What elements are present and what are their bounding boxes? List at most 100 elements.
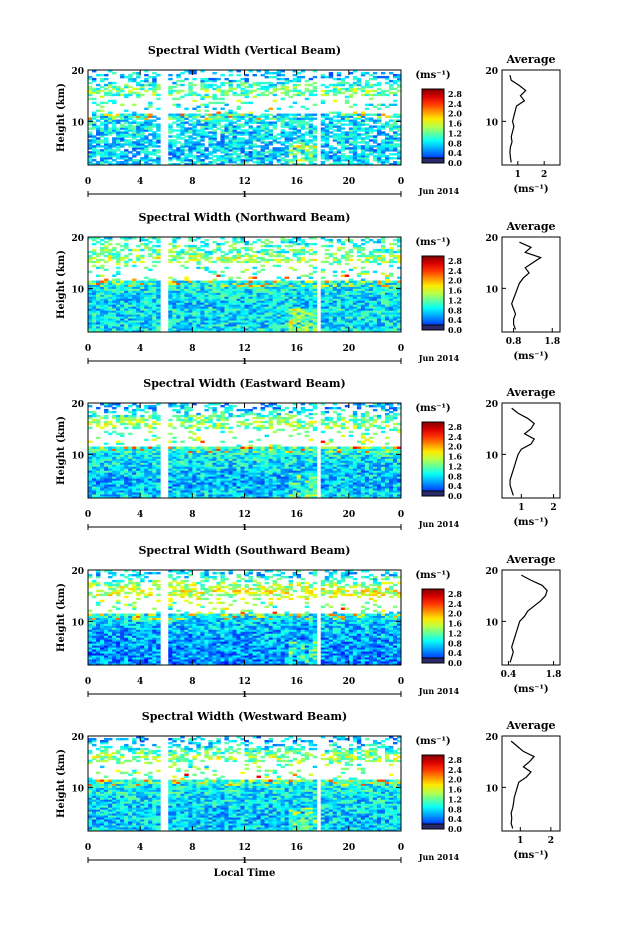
heatmap-cell <box>320 318 326 321</box>
heatmap-cell <box>168 330 173 333</box>
heatmap-cell <box>216 316 221 319</box>
heatmap-cell <box>340 81 346 85</box>
heatmap-cell <box>324 324 330 327</box>
heatmap-cell <box>92 490 97 493</box>
heatmap-cell <box>188 143 193 146</box>
heatmap-cell <box>256 153 261 156</box>
heatmap-cell <box>272 308 277 311</box>
heatmap-cell <box>184 310 189 313</box>
heatmap-cell <box>304 322 310 325</box>
heatmap-cell <box>336 246 342 250</box>
heatmap-cell <box>168 143 173 146</box>
heatmap-cell <box>204 310 209 313</box>
heatmap-cell <box>364 141 370 144</box>
heatmap-cell <box>244 141 249 144</box>
heatmap-cell <box>288 143 294 146</box>
heatmap-cell <box>112 314 117 317</box>
heatmap-cell <box>184 121 189 124</box>
heatmap-cell <box>132 145 137 148</box>
heatmap-cell <box>196 129 201 132</box>
heatmap-cell <box>264 123 269 126</box>
heatmap-cell <box>236 237 241 240</box>
heatmap-cell <box>244 248 249 252</box>
heatmap-cell <box>92 97 97 101</box>
heatmap-cell <box>384 284 390 287</box>
heatmap-cell <box>376 157 382 160</box>
heatmap-cell <box>192 318 197 321</box>
heatmap-cell <box>144 113 149 116</box>
heatmap-cell <box>136 254 141 258</box>
heatmap-cell <box>372 77 378 81</box>
heatmap-cell <box>196 316 201 319</box>
heatmap-cell <box>188 149 193 152</box>
heatmap-cell <box>276 246 282 250</box>
heatmap-cell <box>388 145 394 148</box>
heatmap-cell <box>192 91 197 95</box>
colorbar-tick-label: 0.8 <box>448 305 462 315</box>
heatmap-cell <box>304 131 310 134</box>
heatmap-cell <box>196 280 201 283</box>
heatmap-cell <box>116 330 121 333</box>
heatmap-cell <box>116 254 121 258</box>
heatmap-cell <box>376 87 382 91</box>
heatmap-cell <box>104 488 109 491</box>
y-tick-label: 10 <box>71 285 84 295</box>
heatmap-cell <box>252 272 257 276</box>
heatmap-cell <box>252 151 257 154</box>
heatmap-cell <box>272 298 277 301</box>
heatmap-cell <box>280 113 286 116</box>
heatmap-cell <box>284 151 290 154</box>
heatmap-cell <box>264 70 269 73</box>
heatmap-cell <box>236 286 241 289</box>
heatmap-cell <box>240 286 245 289</box>
heatmap-cell <box>340 492 346 495</box>
heatmap-cell <box>172 310 177 313</box>
heatmap-cell <box>260 147 265 150</box>
heatmap-cell <box>280 143 286 146</box>
heatmap-cell <box>148 151 153 154</box>
heatmap-cell <box>96 296 101 299</box>
heatmap-cell <box>356 123 362 126</box>
heatmap-cell <box>312 135 318 138</box>
heatmap-cell <box>88 322 93 325</box>
heatmap-cell <box>156 282 161 285</box>
heatmap-cell <box>144 324 149 327</box>
heatmap-cell <box>240 294 245 297</box>
heatmap-cell <box>240 290 245 293</box>
heatmap-cell <box>188 296 193 299</box>
heatmap-cell <box>108 312 113 315</box>
heatmap-cell <box>100 161 105 164</box>
heatmap-cell <box>144 123 149 126</box>
heatmap-cell <box>140 312 145 315</box>
heatmap-cell <box>184 288 189 291</box>
heatmap-cell <box>176 83 181 87</box>
heatmap-cell <box>244 310 249 313</box>
colorbar-unit: (ms⁻¹) <box>415 70 450 81</box>
heatmap-cell <box>144 244 149 248</box>
heatmap-cell <box>148 121 153 124</box>
heatmap-cell <box>368 304 374 307</box>
heatmap-cell <box>152 71 157 75</box>
heatmap-cell <box>196 135 201 138</box>
heatmap-cell <box>292 119 298 122</box>
heatmap-cell <box>212 117 217 120</box>
heatmap-cell <box>264 87 269 91</box>
heatmap-cell <box>204 290 209 293</box>
heatmap-cell <box>108 85 113 89</box>
heatmap-cell <box>336 300 342 303</box>
heatmap-cell <box>360 242 366 246</box>
heatmap-cell <box>376 258 382 262</box>
heatmap-cell <box>304 155 310 158</box>
heatmap-cell <box>144 135 149 138</box>
heatmap-cell <box>300 322 306 325</box>
heatmap-cell <box>304 284 310 287</box>
heatmap-cell <box>364 284 370 287</box>
heatmap-cell <box>388 312 394 315</box>
heatmap-cell <box>136 258 141 262</box>
heatmap-cell <box>264 133 269 136</box>
heatmap-cell <box>264 320 269 323</box>
heatmap-cell <box>252 300 257 303</box>
heatmap-cell <box>88 119 93 122</box>
heatmap-cell <box>304 89 310 93</box>
heatmap-cell <box>92 304 97 307</box>
